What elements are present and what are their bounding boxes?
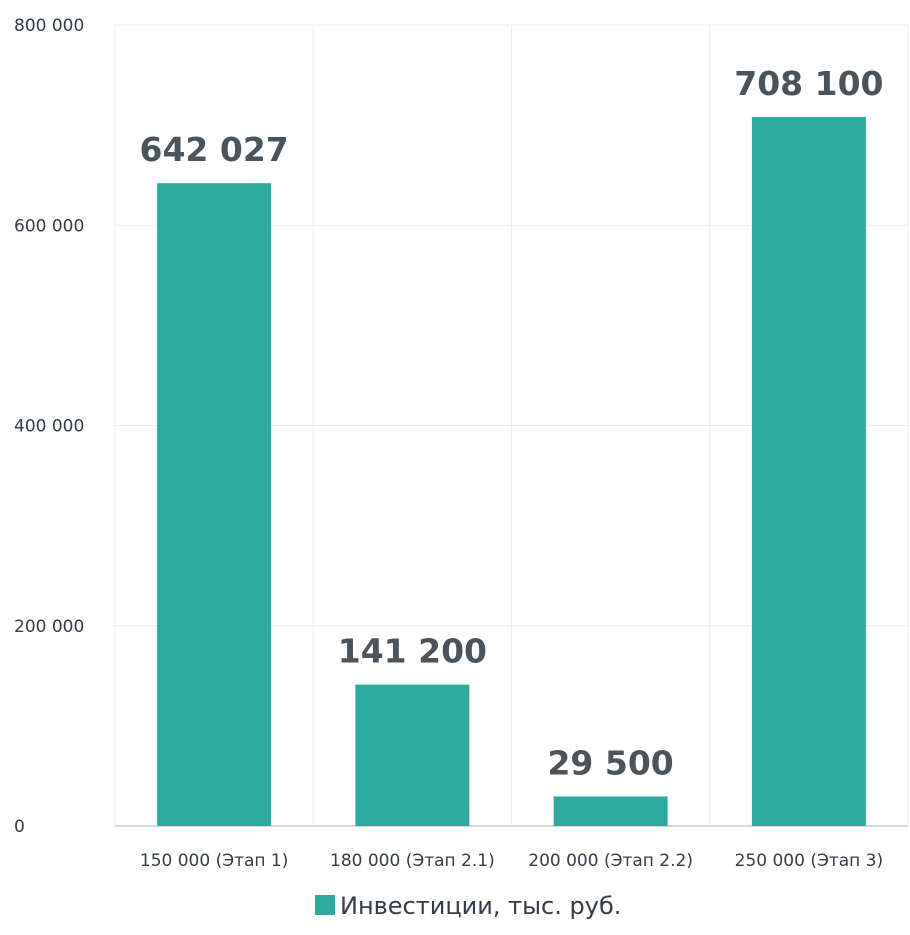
x-tick-label: 200 000 (Этап 2.2)	[528, 851, 693, 871]
bar	[553, 796, 668, 826]
x-tick-label: 180 000 (Этап 2.1)	[330, 851, 495, 871]
bar	[157, 183, 272, 826]
x-tick-label: 250 000 (Этап 3)	[735, 851, 884, 871]
bar	[355, 684, 470, 826]
x-tick-label: 150 000 (Этап 1)	[140, 851, 289, 871]
legend: Инвестиции, тыс. руб.	[315, 892, 621, 920]
y-axis-tick-labels: 0 200 000 400 000 600 000 800 000	[14, 16, 84, 837]
data-label: 642 027	[139, 130, 288, 169]
bar	[751, 117, 866, 826]
y-tick-label: 200 000	[14, 617, 84, 637]
y-tick-label: 600 000	[14, 216, 84, 236]
data-label: 708 100	[734, 64, 883, 103]
data-label: 141 200	[338, 632, 487, 671]
y-tick-label: 400 000	[14, 417, 84, 437]
legend-label: Инвестиции, тыс. руб.	[340, 892, 621, 920]
y-tick-label: 0	[14, 817, 25, 837]
x-axis-category-labels: 150 000 (Этап 1) 180 000 (Этап 2.1) 200 00…	[140, 851, 883, 871]
y-tick-label: 800 000	[14, 16, 84, 36]
data-label: 29 500	[547, 743, 673, 782]
data-labels: 642 027 141 200 29 500 708 100	[139, 64, 883, 782]
bars	[157, 117, 866, 826]
legend-swatch	[315, 895, 335, 915]
